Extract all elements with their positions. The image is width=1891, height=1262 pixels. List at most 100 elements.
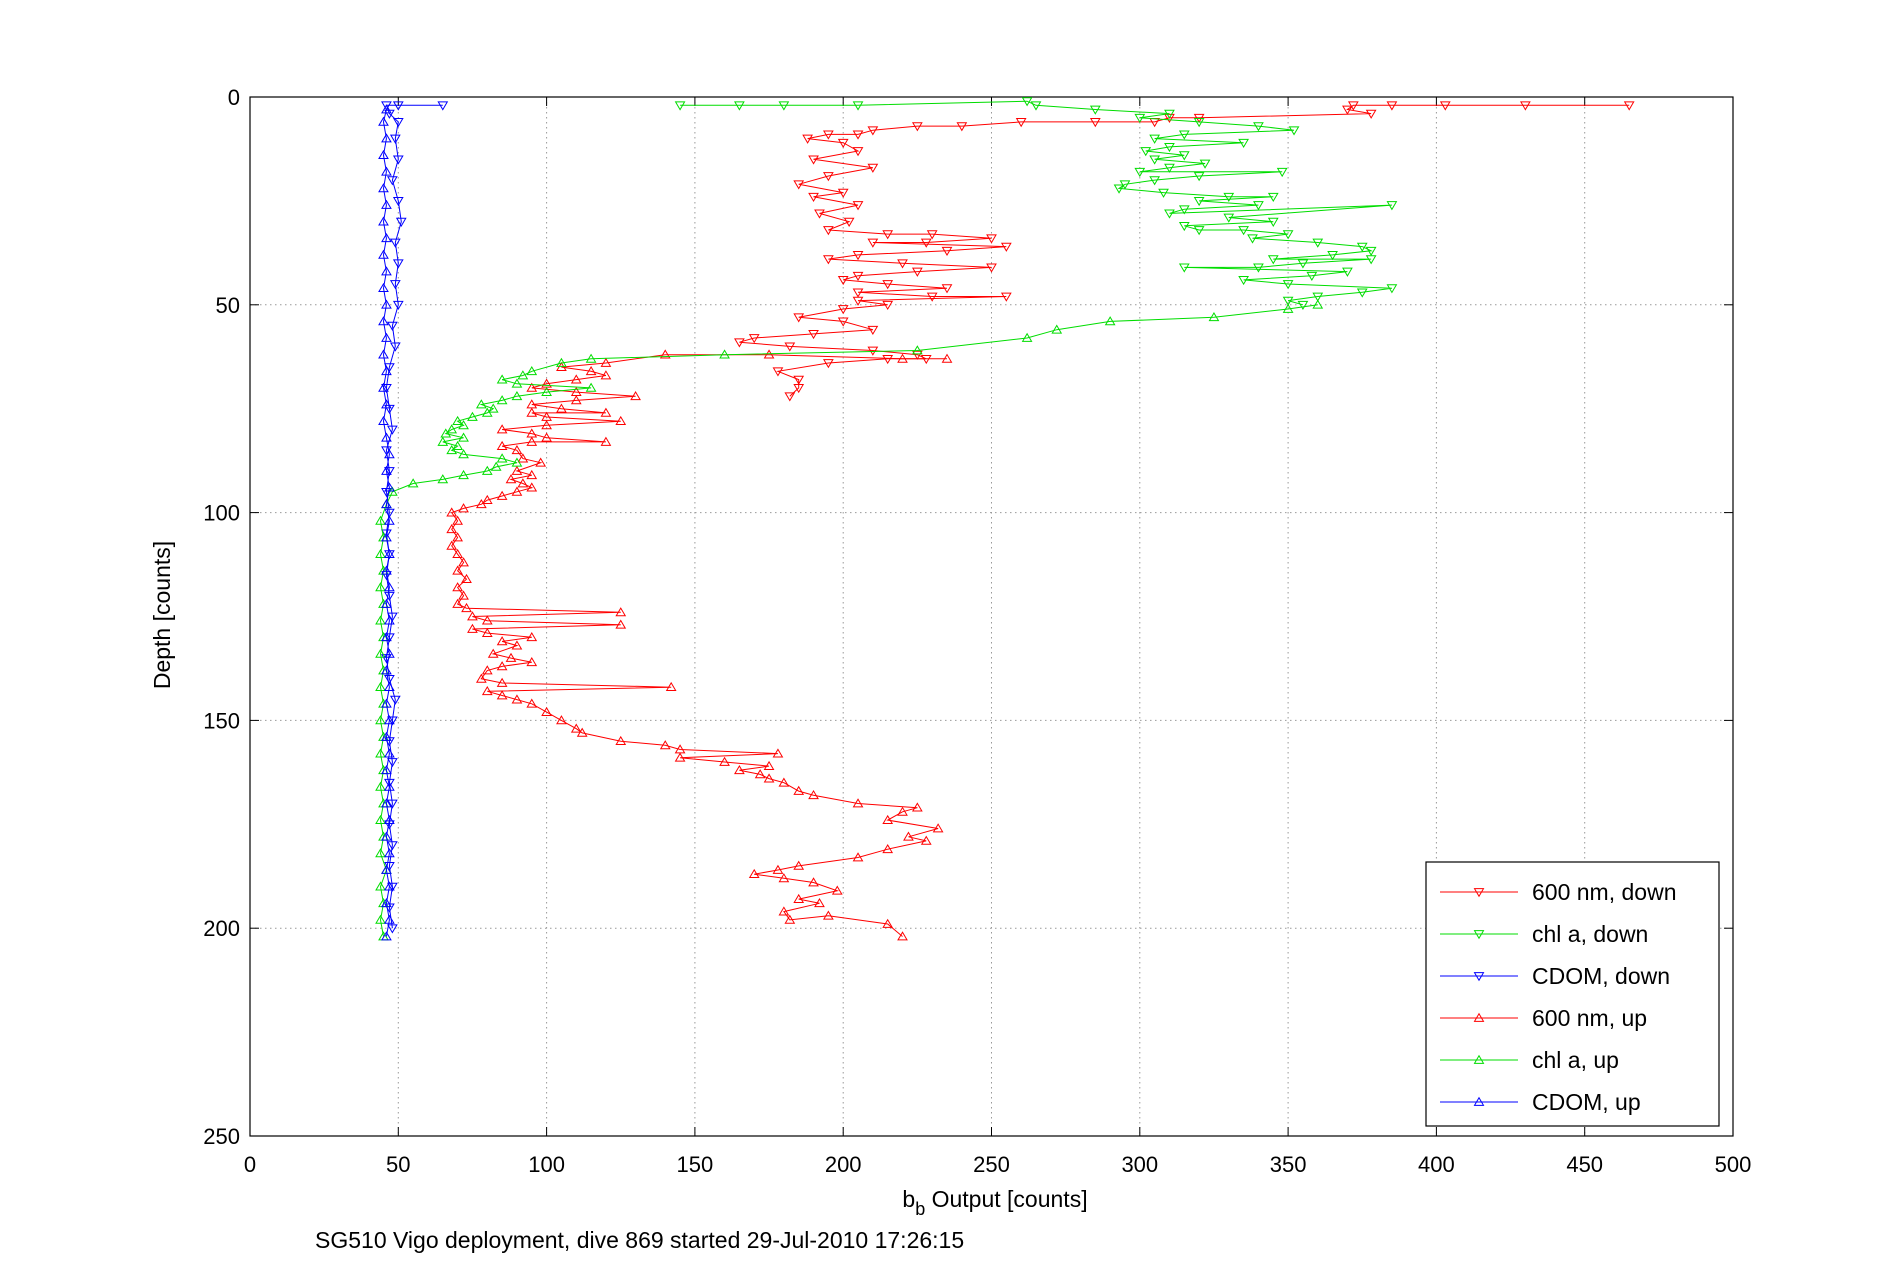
data-point <box>386 716 398 726</box>
data-point <box>897 931 908 941</box>
data-point <box>490 461 502 471</box>
legend-box <box>1425 861 1720 1127</box>
data-point <box>1623 101 1635 111</box>
data-point <box>837 275 849 286</box>
data-point <box>389 134 401 144</box>
data-point <box>882 354 894 365</box>
data-point <box>882 814 894 825</box>
data-point <box>793 860 805 870</box>
data-point <box>511 694 523 704</box>
data-point <box>882 843 894 854</box>
data-point <box>458 449 469 459</box>
x-tick-label: 0 <box>244 1152 256 1177</box>
data-point <box>526 407 538 417</box>
data-point <box>778 873 790 883</box>
data-point <box>1276 167 1288 178</box>
data-point <box>852 296 864 306</box>
data-point <box>392 118 404 128</box>
data-point <box>467 611 478 621</box>
data-point <box>378 316 389 326</box>
data-point <box>822 910 834 920</box>
data-point <box>1253 263 1264 273</box>
data-point <box>458 557 469 567</box>
series-3 <box>446 349 953 941</box>
data-point <box>1282 280 1294 290</box>
data-point <box>986 263 997 273</box>
plot-area: 0 50 100 150 200 250 300 350 400 450 500 0 50 100 150 2… <box>203 85 1751 1177</box>
data-point <box>837 188 849 198</box>
data-point <box>496 453 508 463</box>
data-point <box>384 848 395 858</box>
data-point <box>384 778 395 789</box>
data-point <box>814 898 825 908</box>
data-point <box>1282 296 1294 306</box>
data-point <box>1223 192 1235 203</box>
series-5 <box>378 104 395 941</box>
data-point <box>1199 159 1211 169</box>
data-point <box>852 101 864 111</box>
data-point <box>389 695 401 705</box>
data-point <box>1306 271 1318 281</box>
data-point <box>1288 126 1300 136</box>
y-tick-label: 250 <box>203 1124 240 1149</box>
data-point <box>659 349 671 359</box>
data-point <box>903 831 914 841</box>
data-point <box>1520 101 1531 111</box>
data-point <box>1439 101 1451 111</box>
data-point <box>511 457 523 467</box>
data-point <box>1149 176 1161 186</box>
data-point <box>1238 138 1249 148</box>
data-point <box>381 698 392 708</box>
y-tick-label: 50 <box>216 293 240 318</box>
x-tick-label: 300 <box>1121 1152 1158 1177</box>
data-point <box>1327 251 1338 261</box>
data-point <box>615 607 627 617</box>
data-point <box>487 403 499 413</box>
data-point <box>659 740 671 750</box>
data-point <box>837 138 849 148</box>
data-point <box>911 122 923 132</box>
data-point <box>852 201 864 211</box>
data-point <box>754 769 766 779</box>
data-point <box>1134 167 1146 178</box>
x-axis-label-subscript: b <box>915 1199 925 1219</box>
data-point <box>1238 275 1249 286</box>
legend-label: CDOM, up <box>1532 1089 1641 1115</box>
data-point <box>496 395 508 405</box>
data-point <box>615 735 627 746</box>
data-point <box>1365 255 1377 265</box>
data-point <box>1015 118 1027 128</box>
y-tick-label: 100 <box>203 501 240 526</box>
data-point <box>526 656 538 667</box>
data-point <box>505 652 517 662</box>
data-point <box>763 760 775 770</box>
data-point <box>1178 263 1190 273</box>
data-point <box>1342 105 1353 115</box>
data-point <box>932 823 944 833</box>
legend-label: chl a, up <box>1532 1047 1619 1073</box>
data-point <box>1149 134 1161 144</box>
data-point <box>375 781 386 791</box>
data-point <box>802 134 813 144</box>
data-point <box>772 864 784 874</box>
chart-caption: SG510 Vigo deployment, dive 869 started … <box>315 1227 964 1253</box>
data-point <box>375 515 386 525</box>
data-point <box>375 582 386 592</box>
data-point <box>526 698 538 708</box>
data-point <box>941 284 953 294</box>
data-point <box>541 420 552 430</box>
data-point <box>496 661 508 671</box>
data-point <box>452 582 463 592</box>
data-point <box>1282 303 1294 313</box>
data-point <box>784 392 796 402</box>
data-point <box>452 415 463 426</box>
data-point <box>719 756 730 766</box>
data-point <box>375 881 386 891</box>
data-point <box>1164 109 1175 119</box>
data-point <box>1104 316 1116 326</box>
data-point <box>585 353 597 363</box>
data-point <box>375 548 386 559</box>
y-tick-label: 200 <box>203 916 240 941</box>
data-point <box>381 432 392 442</box>
data-point <box>852 251 864 261</box>
